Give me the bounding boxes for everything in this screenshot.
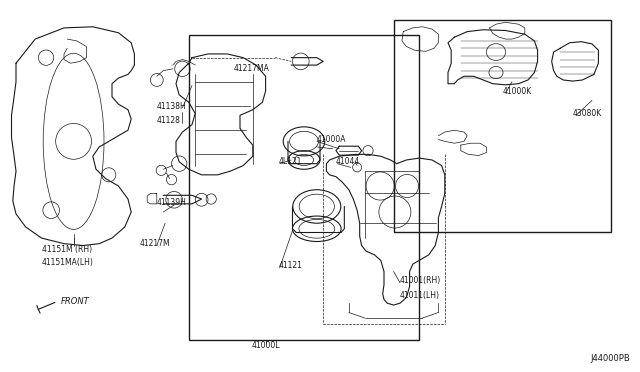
Text: 41217MA: 41217MA [234, 64, 269, 73]
Text: 41000A: 41000A [317, 135, 346, 144]
Bar [189, 35, 419, 340]
Text: 41000K: 41000K [502, 87, 532, 96]
Text: 41128: 41128 [157, 116, 180, 125]
Text: 41217M: 41217M [140, 239, 170, 248]
Text: 41138H: 41138H [157, 102, 186, 110]
Text: 41121: 41121 [278, 262, 302, 270]
Text: 41151MA(LH): 41151MA(LH) [41, 258, 93, 267]
Text: J44000PB: J44000PB [591, 355, 630, 363]
Bar [394, 20, 611, 232]
Text: 43080K: 43080K [573, 109, 602, 118]
Text: 41011(LH): 41011(LH) [400, 291, 440, 300]
Text: 41044: 41044 [336, 157, 360, 166]
Text: FRONT: FRONT [61, 297, 90, 306]
Text: 41151M (RH): 41151M (RH) [42, 245, 92, 254]
Text: 41139H: 41139H [157, 198, 187, 207]
Text: 41000L: 41000L [252, 341, 280, 350]
Text: 4L121: 4L121 [278, 157, 302, 166]
Text: 41001(RH): 41001(RH) [400, 276, 441, 285]
